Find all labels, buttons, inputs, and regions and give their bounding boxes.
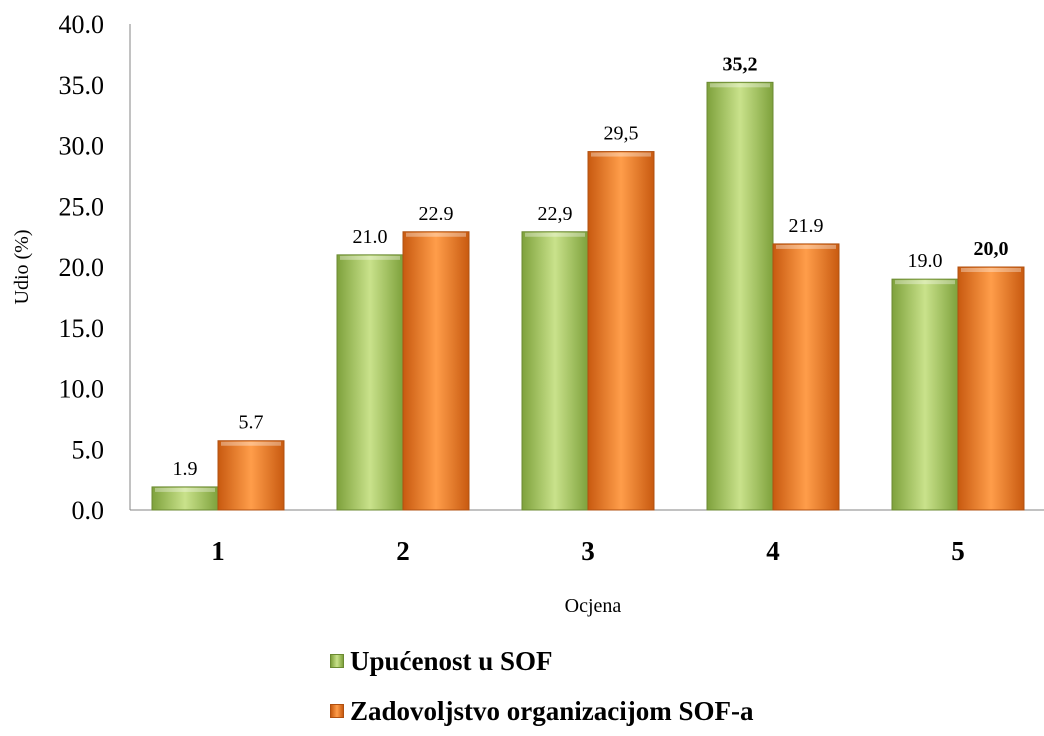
bars <box>151 81 1025 511</box>
bar-zadovoljstvo <box>217 440 285 511</box>
y-tick-label: 5.0 <box>72 435 105 464</box>
x-tick-labels: 1 2 3 4 5 <box>211 536 965 566</box>
y-tick-labels: 0.0 5.0 10.0 15.0 20.0 25.0 30.0 35.0 40.0 <box>59 10 105 525</box>
bar-zadovoljstvo <box>587 151 655 511</box>
x-tick-label: 4 <box>766 536 780 566</box>
bar-top-cap <box>525 232 585 237</box>
bar-top-cap <box>406 232 466 237</box>
bar-top-cap <box>776 244 836 249</box>
bar-value-label: 22.9 <box>419 203 454 225</box>
bar-top-cap <box>155 487 215 492</box>
y-tick-label: 0.0 <box>72 496 105 525</box>
bar-value-label: 5.7 <box>239 412 264 434</box>
bar-value-label: 1.9 <box>173 458 198 480</box>
legend-swatch-green <box>330 654 344 668</box>
bar-upucenost <box>891 278 959 511</box>
bar-top-cap <box>340 255 400 260</box>
bar-top-cap <box>961 268 1021 272</box>
y-tick-label: 20.0 <box>59 253 105 282</box>
legend-item-upucenost: Upućenost u SOF <box>330 636 753 686</box>
legend-label: Upućenost u SOF <box>350 645 553 676</box>
y-tick-label: 15.0 <box>59 314 105 343</box>
legend-label: Zadovoljstvo organizacijom SOF-a <box>350 695 754 726</box>
bar-top-cap <box>591 152 651 157</box>
legend: Upućenost u SOF Zadovoljstvo organizacij… <box>330 636 753 736</box>
bar-value-label: 20,0 <box>974 238 1009 260</box>
x-tick-label: 5 <box>951 536 965 566</box>
y-tick-label: 30.0 <box>59 132 105 161</box>
bar-value-label: 21.0 <box>353 226 388 248</box>
bar-zadovoljstvo <box>772 243 840 511</box>
bar-top-cap <box>221 441 281 446</box>
bar-value-label: 35,2 <box>723 53 758 75</box>
bar-upucenost <box>336 254 404 511</box>
y-tick-label: 10.0 <box>59 375 105 404</box>
y-axis-title: Udio (%) <box>11 230 33 305</box>
x-tick-label: 3 <box>581 536 595 566</box>
legend-swatch-orange <box>330 704 344 718</box>
bar-value-labels: 1.9 5.7 21.0 22.9 22,9 29,5 35,2 21.9 19.0 20,0 <box>173 53 1009 480</box>
bar-zadovoljstvo <box>957 266 1025 511</box>
y-tick-label: 25.0 <box>59 192 105 221</box>
x-axis-title: Ocjena <box>565 595 622 617</box>
bar-zadovoljstvo <box>402 231 470 511</box>
bar-upucenost <box>706 81 774 511</box>
y-tick-label: 40.0 <box>59 10 105 39</box>
bar-upucenost <box>521 231 589 511</box>
bar-value-label: 21.9 <box>789 215 824 237</box>
y-tick-label: 35.0 <box>59 71 105 100</box>
bar-top-cap <box>895 280 955 285</box>
legend-item-zadovoljstvo: Zadovoljstvo organizacijom SOF-a <box>330 686 753 736</box>
bar-value-label: 29,5 <box>604 123 639 145</box>
bar-value-label: 19.0 <box>908 250 943 272</box>
bar-top-cap <box>710 83 770 88</box>
x-tick-label: 2 <box>396 536 410 566</box>
x-tick-label: 1 <box>211 536 225 566</box>
bar-value-label: 22,9 <box>538 203 573 225</box>
